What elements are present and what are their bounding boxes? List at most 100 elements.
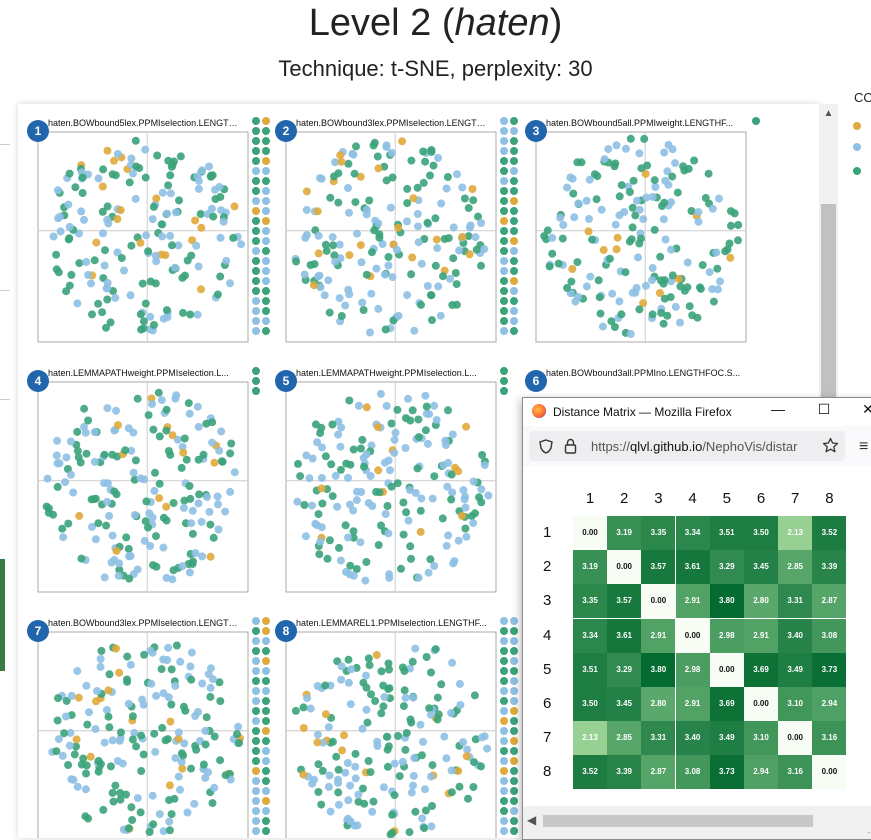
token-point[interactable] [566, 173, 575, 182]
side-point[interactable] [252, 627, 260, 635]
token-point[interactable] [330, 251, 339, 260]
token-point[interactable] [115, 668, 124, 677]
token-point[interactable] [122, 533, 131, 542]
token-point[interactable] [171, 681, 180, 690]
token-point[interactable] [165, 817, 174, 826]
side-point[interactable] [500, 237, 508, 245]
token-point[interactable] [421, 391, 430, 400]
matrix-cell[interactable]: 3.31 [778, 584, 813, 619]
matrix-cell[interactable]: 3.39 [607, 755, 642, 790]
token-point[interactable] [64, 519, 73, 528]
side-point[interactable] [500, 717, 508, 725]
side-point[interactable] [262, 697, 270, 705]
token-point[interactable] [128, 816, 137, 824]
token-point[interactable] [657, 308, 666, 317]
plot-canvas[interactable] [285, 617, 536, 838]
token-point[interactable] [382, 402, 391, 410]
token-point[interactable] [392, 245, 401, 254]
token-point[interactable] [102, 521, 111, 530]
token-point[interactable] [62, 696, 71, 705]
token-point[interactable] [456, 701, 465, 709]
token-point[interactable] [612, 141, 621, 150]
side-point[interactable] [500, 137, 508, 145]
token-point[interactable] [416, 720, 425, 729]
token-point[interactable] [350, 169, 359, 178]
token-point[interactable] [423, 282, 432, 290]
token-point[interactable] [99, 805, 108, 814]
token-point[interactable] [434, 282, 443, 291]
token-point[interactable] [103, 284, 112, 292]
firefox-window[interactable]: Distance Matrix — Mozilla Firefox — ☐ ✕ … [522, 397, 871, 840]
token-point[interactable] [96, 655, 105, 663]
side-point[interactable] [500, 217, 508, 225]
token-point[interactable] [188, 236, 197, 245]
token-point[interactable] [366, 768, 375, 777]
side-point[interactable] [510, 207, 518, 215]
token-point[interactable] [148, 513, 157, 522]
side-point[interactable] [252, 747, 260, 755]
token-point[interactable] [408, 657, 417, 666]
token-point[interactable] [185, 409, 194, 418]
token-point[interactable] [157, 665, 166, 674]
token-point[interactable] [563, 183, 572, 192]
side-point[interactable] [252, 387, 260, 395]
token-point[interactable] [383, 762, 392, 771]
side-point[interactable] [252, 237, 260, 245]
plot-number-badge[interactable]: 2 [275, 120, 297, 142]
token-point[interactable] [399, 530, 408, 539]
token-point[interactable] [73, 427, 82, 436]
token-point[interactable] [82, 761, 91, 770]
plot-number-badge[interactable]: 4 [27, 370, 49, 392]
edge-button[interactable] [0, 559, 5, 671]
token-point[interactable] [49, 232, 58, 241]
token-point[interactable] [52, 265, 61, 274]
token-point[interactable] [378, 240, 387, 248]
token-point[interactable] [196, 210, 205, 218]
token-point[interactable] [705, 268, 714, 277]
token-point[interactable] [317, 800, 326, 809]
token-point[interactable] [469, 196, 478, 205]
side-point[interactable] [510, 827, 518, 835]
side-point[interactable] [510, 807, 518, 815]
side-point[interactable] [262, 777, 270, 785]
side-point[interactable] [262, 717, 270, 725]
token-point[interactable] [85, 708, 93, 717]
token-point[interactable] [349, 527, 358, 536]
side-point[interactable] [262, 317, 270, 325]
token-point[interactable] [72, 742, 80, 751]
token-point[interactable] [67, 270, 76, 279]
token-point[interactable] [140, 650, 149, 659]
token-point[interactable] [206, 552, 215, 561]
matrix-cell[interactable]: 3.69 [709, 687, 744, 721]
token-point[interactable] [326, 807, 335, 816]
token-point[interactable] [84, 416, 93, 425]
token-point[interactable] [471, 735, 480, 744]
token-point[interactable] [329, 241, 337, 250]
token-point[interactable] [351, 762, 360, 771]
token-point[interactable] [344, 184, 352, 192]
token-point[interactable] [379, 702, 388, 711]
token-point[interactable] [301, 233, 310, 242]
token-point[interactable] [180, 739, 189, 748]
token-point[interactable] [127, 446, 136, 455]
matrix-cell[interactable]: 0.00 [607, 550, 642, 585]
side-point[interactable] [500, 287, 508, 295]
matrix-cell[interactable]: 3.29 [607, 652, 642, 687]
token-point[interactable] [66, 728, 75, 737]
token-point[interactable] [362, 558, 371, 566]
side-point[interactable] [252, 277, 260, 285]
side-point[interactable] [500, 267, 508, 275]
side-point[interactable] [262, 657, 270, 665]
token-point[interactable] [313, 738, 322, 747]
token-point[interactable] [197, 223, 206, 232]
side-point[interactable] [252, 207, 260, 215]
token-point[interactable] [625, 188, 634, 196]
side-point[interactable] [262, 217, 270, 225]
token-point[interactable] [334, 430, 343, 439]
token-point[interactable] [170, 794, 179, 803]
token-point[interactable] [594, 276, 603, 285]
token-point[interactable] [439, 272, 447, 281]
side-point[interactable] [252, 297, 260, 305]
side-point[interactable] [252, 797, 260, 805]
matrix-cell[interactable]: 2.80 [744, 584, 778, 619]
